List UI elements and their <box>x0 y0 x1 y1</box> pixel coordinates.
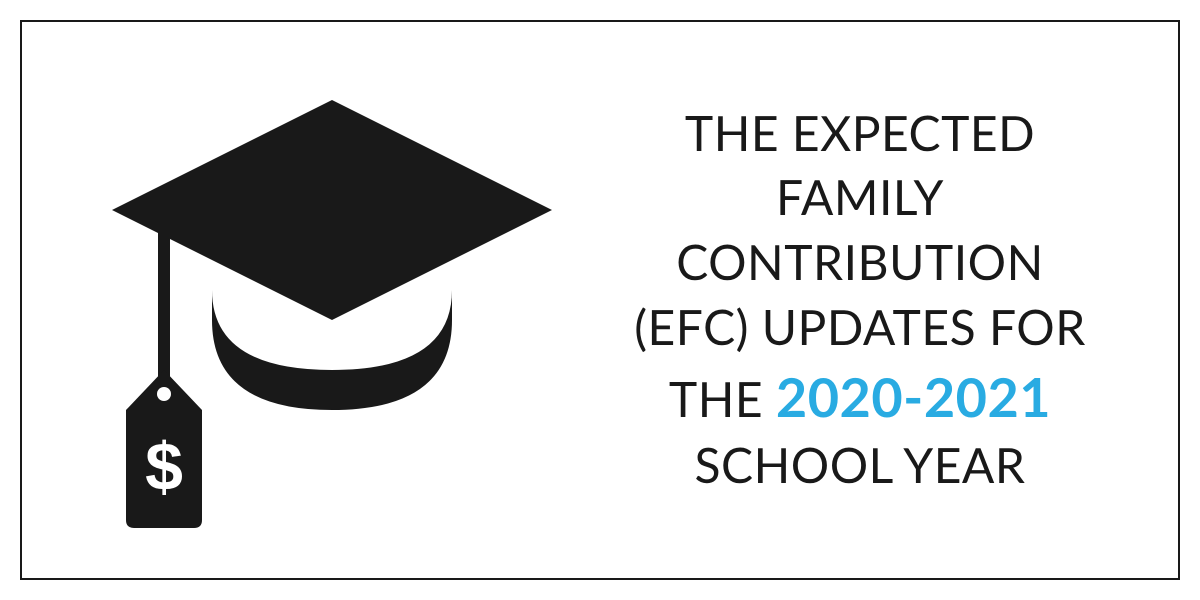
text-line-2: FAMILY <box>582 166 1138 231</box>
headline-text: THE EXPECTED FAMILY CONTRIBUTION (EFC) U… <box>582 102 1138 499</box>
text-line-3: CONTRIBUTION <box>582 231 1138 296</box>
text-line-5-prefix: THE <box>669 371 763 428</box>
year-highlight: 2020-2021 <box>776 364 1051 429</box>
graduation-cap-price-tag-icon: $ <box>82 70 562 530</box>
icon-container: $ <box>62 52 582 548</box>
infographic-frame: $ THE EXPECTED FAMILY CONTRIBUTION (EFC)… <box>20 20 1180 580</box>
text-line-4: (EFC) UPDATES FOR <box>582 296 1138 361</box>
text-line-5: THE 2020-2021 <box>582 361 1138 434</box>
text-line-6: SCHOOL YEAR <box>582 434 1138 499</box>
text-line-1: THE EXPECTED <box>582 102 1138 167</box>
svg-text:$: $ <box>145 429 183 505</box>
